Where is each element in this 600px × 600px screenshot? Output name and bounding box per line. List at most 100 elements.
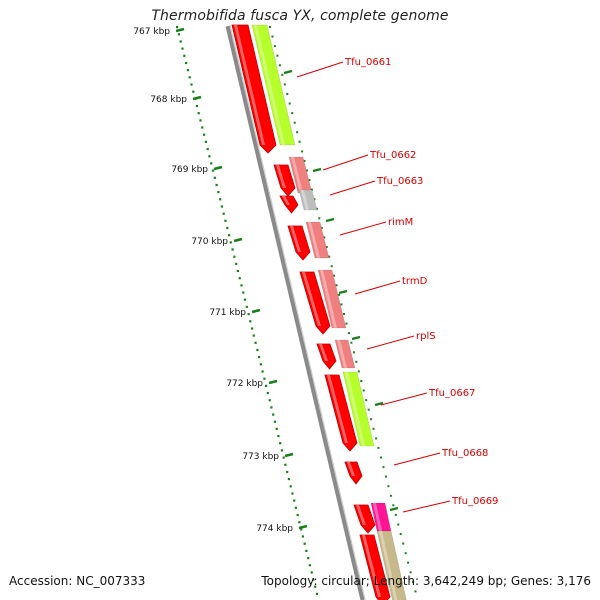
gene-track-dot <box>372 427 375 430</box>
scale-track-dot <box>247 313 250 316</box>
scale-track-dot <box>272 413 275 416</box>
scale-track-dot <box>206 148 209 151</box>
scale-track-dot <box>284 463 287 466</box>
gene-track-dot <box>409 571 412 574</box>
scale-track-dot <box>238 277 241 280</box>
gene-track-dot <box>355 360 358 363</box>
gene-block <box>251 24 296 146</box>
gene-track-dot <box>412 580 415 583</box>
gene-track-dot <box>375 437 378 440</box>
gene-track-dot <box>310 188 313 191</box>
gene-label: rplS <box>416 331 436 342</box>
scale-track-dot <box>242 291 245 294</box>
gene-track-dot <box>303 159 306 162</box>
gene-track-dot <box>367 408 370 411</box>
scale-track-dot <box>243 298 247 301</box>
scale-track-dot <box>261 370 264 373</box>
gene-label: Tfu_0662 <box>369 150 416 161</box>
scale-track-dot <box>275 427 278 430</box>
gene-label: Tfu_0668 <box>441 448 488 459</box>
scale-major-tick <box>298 524 308 530</box>
scale-track-dot <box>220 205 223 208</box>
gene-track-dot <box>397 523 400 526</box>
scale-major-tick <box>251 308 261 314</box>
gene-track-dot <box>362 389 365 392</box>
gene-track-dot <box>308 179 311 182</box>
scale-tick-layer: 767 kbp 768 kbp 769 kbp 770 kbp 771 kbp 772 k… <box>133 26 417 595</box>
gene-strand-arrow-highlight <box>290 226 301 252</box>
scale-track-dot <box>259 363 262 366</box>
scale-tick-label: 774 kbp <box>256 524 293 534</box>
gene-strand-arrow-highlight <box>362 535 381 597</box>
gene-track-dot <box>325 246 328 248</box>
gene-track-tick <box>325 217 335 223</box>
scale-track-dot <box>192 90 195 93</box>
scale-track-dot <box>181 47 184 50</box>
gene-track-dot <box>357 370 360 373</box>
gene-track-dot <box>345 322 348 325</box>
scale-track-dot <box>236 269 239 273</box>
scale-track-dot <box>195 104 198 108</box>
scale-tick-label: 768 kbp <box>150 95 187 105</box>
scale-track-dot <box>204 140 207 143</box>
gene-label: Tfu_0661 <box>344 57 391 68</box>
gene-strand-arrow <box>316 343 337 370</box>
gene-track-dot <box>402 542 405 545</box>
scale-track-dot <box>251 327 254 330</box>
scale-tick-label: 773 kbp <box>242 452 279 462</box>
gene-strand-arrow-highlight <box>347 462 355 476</box>
genome-summary: Topology: circular; Length: 3,642,249 bp… <box>261 574 591 588</box>
gene-label: Tfu_0669 <box>451 496 498 507</box>
gene-track-dot <box>286 93 289 95</box>
scale-track-dot <box>249 320 252 323</box>
gene-track-dot <box>377 446 380 449</box>
gene-strand-arrow-highlight <box>319 344 328 361</box>
gene-track-tick <box>374 401 384 407</box>
scale-tick-label: 769 kbp <box>171 165 208 175</box>
scale-track-dot <box>314 585 317 588</box>
scale-major-tick <box>268 379 278 385</box>
gene-track-tick <box>351 335 361 341</box>
gene-strand-arrow <box>353 504 376 534</box>
scale-track-dot <box>303 542 306 545</box>
scale-major-tick <box>284 452 294 458</box>
scale-track-dot <box>210 162 213 165</box>
gene-block <box>317 269 347 329</box>
gene-track-dot <box>384 475 387 478</box>
gene-block <box>305 221 330 259</box>
gene-block-highlight <box>291 157 303 193</box>
scale-track-dot <box>226 226 229 230</box>
gene-track-dot <box>323 236 326 239</box>
gene-block-highlight <box>345 372 365 446</box>
gene-track-dot <box>392 504 395 507</box>
gene-track-dot <box>360 380 363 382</box>
gene-block <box>334 339 356 369</box>
scale-track-dot <box>245 305 248 308</box>
gene-block-highlight <box>320 270 337 328</box>
gene-track-dot <box>340 303 343 306</box>
gene-track-dot <box>352 351 355 354</box>
scale-major-tick <box>192 95 202 101</box>
gene-track-dot <box>273 45 276 48</box>
scale-track-dot <box>286 470 289 474</box>
gene-layer <box>231 24 407 600</box>
scale-track-dot <box>233 255 236 258</box>
gene-strand-arrow-highlight <box>282 196 290 205</box>
map-title: Thermobifida fusca YX, complete genome <box>151 8 449 24</box>
scale-track-dot <box>217 191 220 194</box>
gene-track-dot <box>283 83 286 86</box>
scale-track-dot <box>211 169 215 172</box>
gene-strand-arrow-highlight <box>356 505 366 525</box>
gene-track-dot <box>343 313 345 315</box>
scale-track-dot <box>197 112 200 115</box>
gene-label-leader <box>393 452 441 466</box>
gene-track-dot <box>288 102 291 105</box>
scale-track-dot <box>263 377 266 380</box>
gene-track-dot <box>281 73 284 76</box>
gene-label-leader <box>329 180 376 196</box>
gene-track-dot <box>370 418 373 421</box>
gene-track-dot <box>271 35 274 38</box>
scale-tick-label: 767 kbp <box>133 27 170 37</box>
scale-track-dot <box>224 219 227 222</box>
